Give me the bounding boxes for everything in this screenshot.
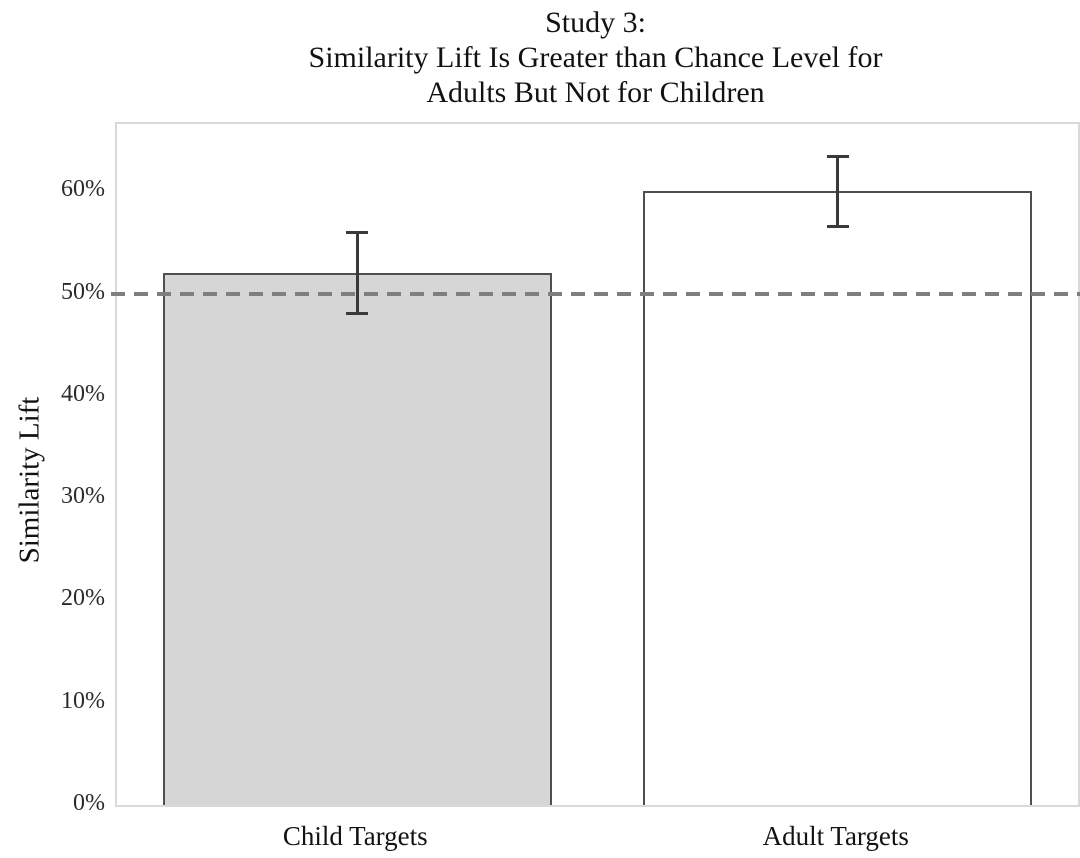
chart-title: Study 3: Similarity Lift Is Greater than… bbox=[115, 5, 1076, 110]
category-label-adult-targets: Adult Targets bbox=[762, 821, 909, 851]
category-label-child-targets: Child Targets bbox=[282, 821, 428, 851]
plot-area bbox=[111, 122, 1080, 807]
y-axis-title: Similarity Lift bbox=[13, 396, 46, 564]
error-bar-cap-top-child-targets bbox=[346, 231, 369, 235]
y-tick-label-20: 20% bbox=[61, 585, 105, 612]
bar-child-targets bbox=[162, 273, 552, 805]
chance-level-dashed-line bbox=[111, 291, 1080, 296]
error-bar-cap-bottom-adult-targets bbox=[826, 225, 849, 229]
y-tick-label-40: 40% bbox=[61, 380, 105, 407]
y-tick-label-10: 10% bbox=[61, 687, 105, 714]
chart-title-line-3: Adults But Not for Children bbox=[426, 76, 765, 109]
y-tick-label-30: 30% bbox=[61, 483, 105, 510]
y-tick-label-50: 50% bbox=[61, 278, 105, 305]
error-bar-cap-top-adult-targets bbox=[826, 154, 849, 158]
y-tick-label-60: 60% bbox=[61, 176, 105, 203]
chart-title-line-1: Study 3: bbox=[545, 6, 646, 39]
error-bar-cap-bottom-child-targets bbox=[346, 312, 369, 316]
chart-title-line-2: Similarity Lift Is Greater than Chance L… bbox=[308, 41, 883, 74]
y-tick-label-0: 0% bbox=[73, 790, 105, 816]
bar-adult-targets bbox=[643, 191, 1033, 805]
error-bar-child-targets bbox=[355, 232, 359, 315]
error-bar-adult-targets bbox=[836, 155, 840, 228]
